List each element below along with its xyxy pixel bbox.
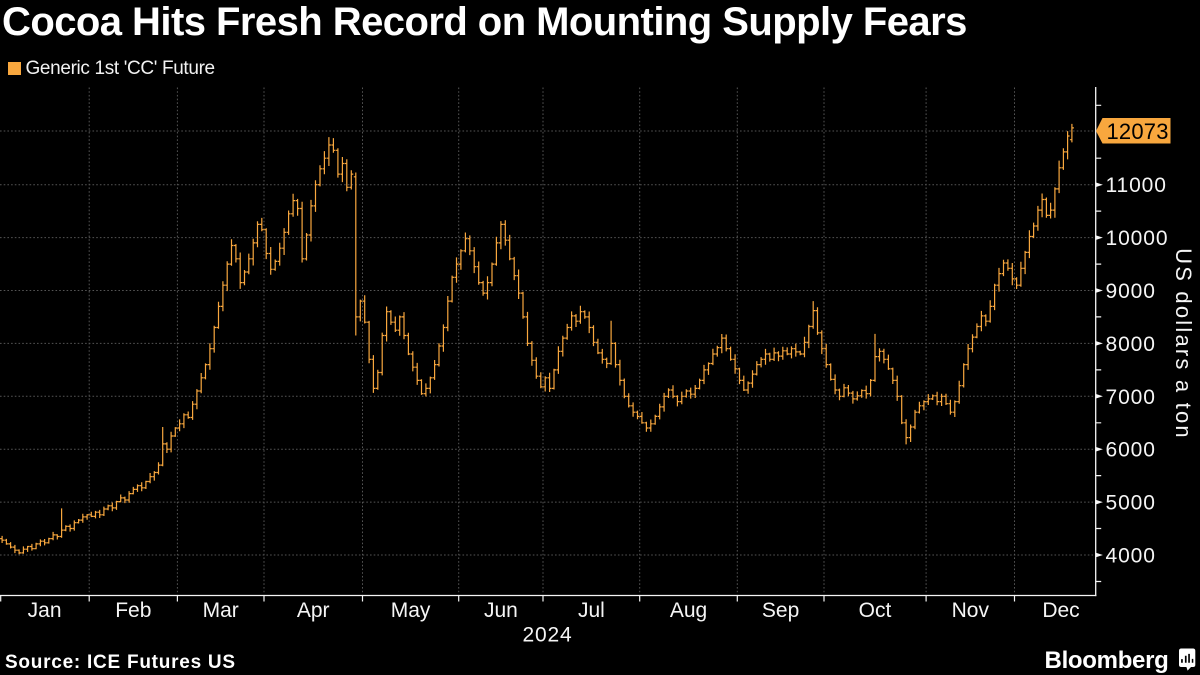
svg-text:Jul: Jul [578,599,605,622]
svg-text:6000: 6000 [1106,439,1156,462]
svg-text:Oct: Oct [859,599,892,622]
svg-text:US dollars a ton: US dollars a ton [1171,248,1196,440]
svg-text:Jun: Jun [484,599,518,622]
svg-text:4000: 4000 [1106,545,1156,568]
svg-text:Mar: Mar [203,599,239,622]
svg-text:Sep: Sep [762,599,799,622]
svg-text:12073: 12073 [1107,119,1169,144]
svg-text:Aug: Aug [670,599,707,622]
svg-text:7000: 7000 [1106,386,1156,409]
svg-text:2024: 2024 [523,624,573,647]
svg-text:11000: 11000 [1106,174,1167,197]
svg-text:Dec: Dec [1042,599,1079,622]
svg-text:9000: 9000 [1106,280,1156,303]
svg-text:May: May [391,599,431,622]
svg-text:8000: 8000 [1106,333,1156,356]
svg-text:10000: 10000 [1106,227,1169,250]
svg-text:5000: 5000 [1106,492,1156,515]
svg-text:Jan: Jan [28,599,62,622]
svg-text:Feb: Feb [115,599,151,622]
svg-text:Nov: Nov [952,599,990,622]
svg-text:Apr: Apr [297,599,330,622]
